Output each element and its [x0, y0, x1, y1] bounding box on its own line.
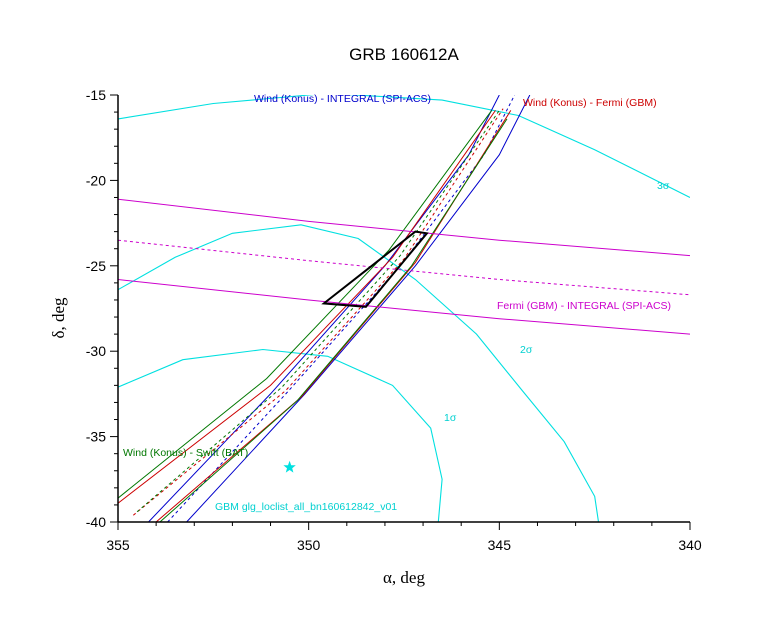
- label-fermi-integral: Fermi (GBM) - INTEGRAL (SPI-ACS): [497, 300, 671, 312]
- label-konus-swift: Wind (Konus) - Swift (BAT): [123, 447, 248, 459]
- y-axis-label: δ, deg: [49, 297, 68, 339]
- konus-swift-line-1: [118, 110, 493, 499]
- y-tick-label: -25: [86, 258, 106, 274]
- konus-swift-line-3: [159, 118, 508, 522]
- x-tick-label: 355: [106, 537, 130, 553]
- gbm-contour-3sigma: [118, 95, 690, 198]
- label-konus-integral: Wind (Konus) - INTEGRAL (SPI-ACS): [254, 93, 431, 105]
- chart-title: GRB 160612A: [349, 45, 459, 64]
- x-tick-label: 340: [678, 537, 702, 553]
- grb-position-star-icon: [283, 460, 296, 473]
- y-tick-label: -30: [86, 343, 106, 359]
- fermi-integral-line-3: [118, 279, 690, 335]
- plot-area: [118, 95, 690, 522]
- konus-fermi-line-2: [132, 108, 504, 516]
- label-gbm: GBM glg_loclist_all_bn160612842_v01: [215, 501, 397, 513]
- konus-integral-line-2: [167, 95, 516, 522]
- konus-integral-line-3: [186, 95, 531, 522]
- x-tick-label: 350: [297, 537, 321, 553]
- error-box: [321, 230, 429, 308]
- label-konus-fermi: Wind (Konus) - Fermi (GBM): [523, 97, 657, 109]
- gbm-contour-1sigma: [118, 348, 443, 522]
- gbm-contour-2sigma: [118, 224, 600, 522]
- axes: 355 350 345 340 -15 -20 -25 -30 -35 -40: [86, 87, 702, 553]
- label-2sigma: 2σ: [520, 344, 533, 356]
- label-3sigma: 3σ: [657, 180, 670, 192]
- x-tick-label: 345: [488, 537, 512, 553]
- y-tick-label: -20: [86, 172, 106, 188]
- y-tick-label: -35: [86, 429, 106, 445]
- annotations: Wind (Konus) - INTEGRAL (SPI-ACS) Wind (…: [123, 93, 671, 513]
- y-tick-label: -15: [86, 87, 106, 103]
- label-1sigma: 1σ: [444, 412, 457, 424]
- y-tick-label: -40: [86, 514, 106, 530]
- konus-fermi-line-1: [118, 110, 496, 504]
- x-axis-label: α, deg: [383, 568, 425, 587]
- fermi-integral-line-1: [118, 198, 690, 257]
